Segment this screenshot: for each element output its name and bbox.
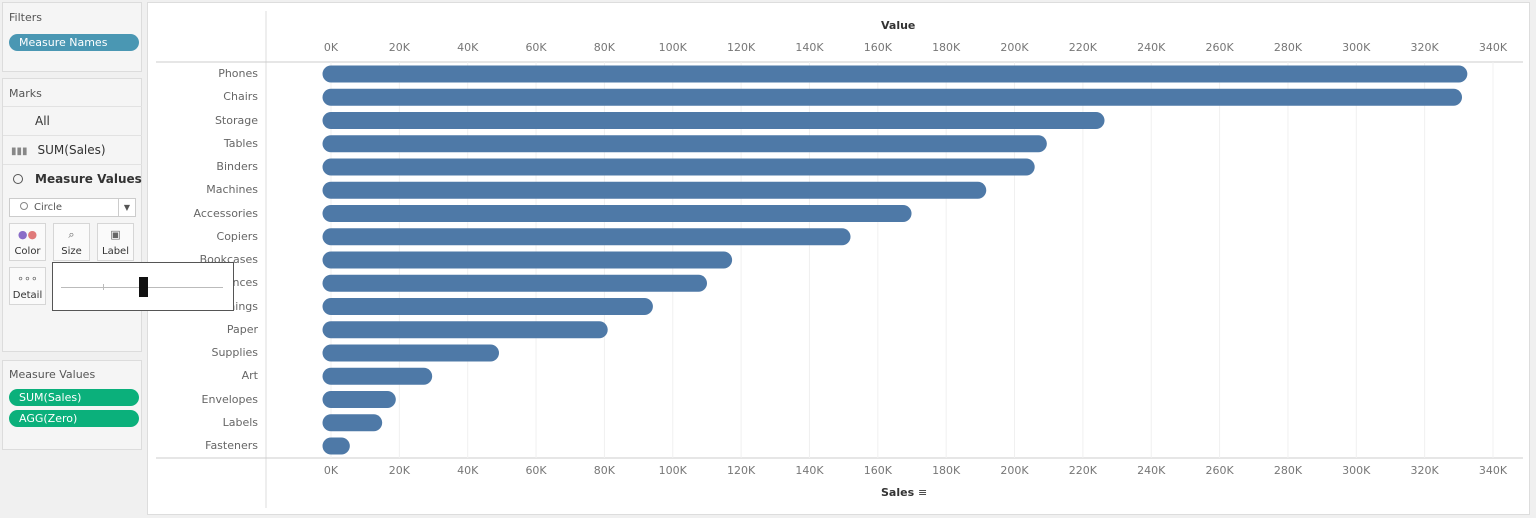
size-slider-handle[interactable] bbox=[139, 277, 148, 297]
bottom-axis-tick: 220K bbox=[1068, 464, 1097, 477]
category-label: Storage bbox=[214, 113, 258, 127]
mark-type-dropdown[interactable]: Circle ▼ bbox=[9, 198, 136, 217]
top-axis-tick: 140K bbox=[795, 41, 824, 54]
top-axis-tick: 20K bbox=[388, 41, 410, 54]
category-label: Tables bbox=[223, 136, 258, 150]
top-axis-tick: 80K bbox=[593, 41, 616, 54]
x-axis-label: Sales bbox=[881, 486, 915, 499]
category-label: Copiers bbox=[216, 229, 258, 243]
top-axis-tick: 180K bbox=[932, 41, 961, 54]
marks-measure-values-label: Measure Values bbox=[35, 172, 142, 186]
category-label: Supplies bbox=[211, 346, 258, 359]
sort-icon[interactable]: ≡ bbox=[917, 486, 928, 499]
detail-button[interactable]: ∘∘∘ Detail bbox=[9, 267, 46, 305]
category-label: Machines bbox=[206, 183, 258, 197]
bottom-axis-tick: 320K bbox=[1410, 464, 1439, 477]
label-button[interactable]: ▣ Label bbox=[97, 223, 134, 261]
top-axis-title: Value bbox=[881, 19, 916, 32]
top-axis-tick: 240K bbox=[1137, 41, 1166, 54]
measure-values-title: Measure Values bbox=[9, 368, 96, 381]
bottom-axis-tick: 40K bbox=[457, 464, 479, 477]
category-label: Phones bbox=[218, 67, 258, 80]
category-label: Fasteners bbox=[205, 439, 258, 452]
bar-chart-icon: ▮▮▮ bbox=[11, 146, 28, 157]
bottom-axis-tick: 300K bbox=[1342, 464, 1371, 477]
filters-shelf: Filters Measure Names bbox=[2, 2, 142, 72]
category-label: Chairs bbox=[223, 90, 258, 104]
category-label: Binders bbox=[216, 160, 258, 173]
bottom-axis-tick: 120K bbox=[727, 464, 756, 477]
top-axis-tick: 280K bbox=[1273, 41, 1303, 54]
bottom-axis-tick: 260K bbox=[1205, 464, 1234, 477]
bottom-axis-tick: 100K bbox=[658, 464, 687, 477]
bottom-axis-tick: 240K bbox=[1137, 464, 1166, 477]
color-icon: ●● bbox=[17, 228, 38, 241]
marks-measure-values[interactable]: Measure Values bbox=[3, 164, 142, 192]
category-label: Labels bbox=[222, 415, 258, 429]
category-label: Accessories bbox=[193, 206, 258, 220]
bottom-axis-tick: 60K bbox=[525, 464, 547, 477]
marks-title: Marks bbox=[9, 87, 42, 100]
marks-all[interactable]: All bbox=[3, 106, 142, 134]
bottom-axis-tick: 200K bbox=[1000, 464, 1029, 477]
size-slider-popup bbox=[52, 262, 234, 311]
category-label: Envelopes bbox=[201, 392, 258, 406]
pill-sum-sales[interactable]: SUM(Sales) bbox=[9, 389, 139, 406]
category-label: Art bbox=[241, 369, 258, 383]
chart-view: Value Sales ≡ 0K 0K 20K 20K 40K 40K 60K 60K 80K 8… bbox=[147, 2, 1530, 515]
top-axis-tick: 340K bbox=[1478, 41, 1508, 54]
top-axis-tick: 0K bbox=[323, 41, 339, 54]
bottom-axis-tick: 180K bbox=[932, 464, 961, 477]
size-slider-tick bbox=[103, 284, 104, 290]
bottom-axis-tick: 280K bbox=[1273, 464, 1303, 477]
bottom-axis-tick: 160K bbox=[863, 464, 892, 477]
label-icon: ▣ bbox=[110, 228, 121, 241]
pill-agg-zero[interactable]: AGG(Zero) bbox=[9, 410, 139, 427]
filters-title: Filters bbox=[9, 11, 42, 24]
marks-sum-sales-label: SUM(Sales) bbox=[37, 143, 106, 157]
bottom-axis-tick: 140K bbox=[795, 464, 824, 477]
bottom-axis-tick: 20K bbox=[388, 464, 410, 477]
color-button-label: Color bbox=[14, 246, 41, 257]
bottom-axis-tick: 0K bbox=[323, 464, 339, 477]
top-axis-tick: 320K bbox=[1410, 41, 1439, 54]
color-button[interactable]: ●● Color bbox=[9, 223, 46, 261]
chevron-down-icon: ▼ bbox=[118, 199, 135, 216]
top-axis-tick: 300K bbox=[1342, 41, 1371, 54]
circle-icon bbox=[13, 174, 23, 184]
bottom-axis-tick: 80K bbox=[593, 464, 616, 477]
marks-all-label: All bbox=[35, 114, 50, 128]
category-label: Paper bbox=[226, 322, 258, 336]
mark-type-label: Circle bbox=[34, 202, 63, 213]
measure-values-shelf: Measure Values SUM(Sales) AGG(Zero) bbox=[2, 360, 142, 450]
bottom-axis-title[interactable]: Sales ≡ bbox=[881, 486, 927, 499]
label-button-label: Label bbox=[102, 246, 129, 257]
detail-button-label: Detail bbox=[12, 290, 43, 301]
top-axis-tick: 220K bbox=[1068, 41, 1097, 54]
size-icon: ⌕ bbox=[68, 228, 75, 241]
top-axis-tick: 60K bbox=[525, 41, 547, 54]
size-button-label: Size bbox=[61, 246, 82, 257]
detail-icon: ∘∘∘ bbox=[17, 272, 38, 285]
marks-card: Marks All ▮▮▮ SUM(Sales) Measure Values C… bbox=[2, 78, 142, 352]
circle-icon bbox=[20, 202, 28, 210]
filter-pill-measure-names[interactable]: Measure Names bbox=[9, 34, 139, 51]
marks-sum-sales[interactable]: ▮▮▮ SUM(Sales) bbox=[3, 135, 142, 163]
bar-chart bbox=[156, 11, 1523, 508]
top-axis-tick: 120K bbox=[727, 41, 756, 54]
size-button[interactable]: ⌕ Size bbox=[53, 223, 90, 261]
top-axis-tick: 40K bbox=[457, 41, 479, 54]
top-axis-tick: 260K bbox=[1205, 41, 1234, 54]
top-axis-tick: 160K bbox=[863, 41, 892, 54]
top-axis-tick: 200K bbox=[1000, 41, 1029, 54]
bottom-axis-tick: 340K bbox=[1478, 464, 1508, 477]
top-axis-tick: 100K bbox=[658, 41, 687, 54]
